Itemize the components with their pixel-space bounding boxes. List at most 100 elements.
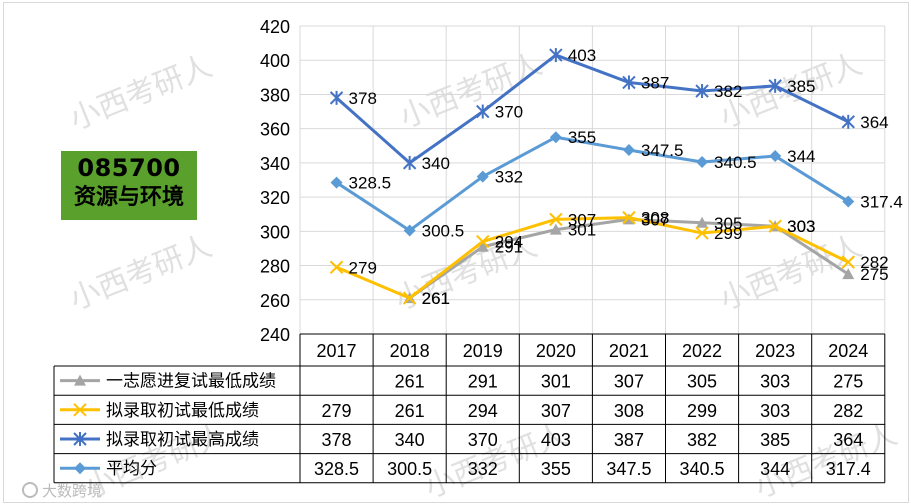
table-cell: 370 [468,430,498,450]
point-marker [842,195,855,208]
y-tick-label: 280 [260,257,290,277]
series-3 [330,131,855,237]
data-label: 307 [568,210,596,229]
series-2 [329,48,855,170]
table-cell: 275 [833,372,863,392]
point-marker [329,90,344,105]
table-cell: 307 [614,372,644,392]
data-label: 340.5 [714,153,757,172]
table-cell: 303 [760,401,790,421]
table-cell: 332 [468,459,498,479]
table-cell: 317.4 [826,459,871,479]
data-label: 261 [422,289,450,308]
point-marker [476,104,490,119]
data-label: 305 [714,214,742,233]
table-cell: 340 [395,430,425,450]
table-cell: 328.5 [314,459,359,479]
table-cell: 378 [322,430,352,450]
watermark-text: 小西考研人 [65,49,217,138]
series-line [335,135,850,232]
marker-stroke [476,234,490,249]
x-tick-label: 2019 [463,341,503,361]
point-marker [842,268,855,280]
data-label: 370 [495,103,523,122]
point-marker [329,260,344,274]
table-cell: 294 [468,401,498,421]
x-tick-label: 2018 [390,341,430,361]
data-label: 385 [787,77,815,96]
legend-label: 一志愿进复试最低成绩 [106,372,276,391]
y-tick-label: 380 [260,85,290,105]
data-label: 387 [641,73,669,92]
y-tick-label: 300 [260,222,290,242]
x-tick-label: 2024 [828,341,868,361]
table-cell: 385 [760,430,790,450]
data-label: 308 [641,209,669,228]
table-cell: 403 [541,430,571,450]
data-label: 328.5 [349,174,392,193]
data-label: 403 [568,46,596,65]
data-label: 347.5 [641,141,684,160]
data-label: 355 [568,128,596,147]
table-cell: 308 [614,401,644,421]
table-cell: 261 [395,401,425,421]
point-marker [74,374,86,386]
y-tick-label: 240 [260,325,290,345]
table-cell: 382 [687,430,717,450]
data-label: 294 [495,233,523,252]
table-cell: 307 [541,401,571,421]
point-marker [695,84,709,99]
point-marker [841,255,855,269]
x-tick-label: 2020 [536,341,576,361]
table-cell: 347.5 [606,459,651,479]
point-marker [696,216,709,228]
marker-stroke [329,260,344,274]
data-label: 332 [495,168,523,187]
table-cell: 387 [614,430,644,450]
table-cell: 282 [833,401,863,421]
major-name: 资源与环境 [73,185,184,210]
marker-stroke [768,219,782,233]
data-label: 317.4 [860,193,903,212]
point-marker [769,150,782,163]
data-label: 303 [787,217,815,236]
point-marker [549,48,563,63]
marker-stroke [622,210,636,225]
y-tick-label: 340 [260,154,290,174]
table-cell: 344 [760,459,790,479]
data-label: 307 [641,210,669,229]
point-marker [696,156,709,169]
point-marker [768,78,782,93]
table-cell: 299 [687,401,717,421]
point-marker [476,234,490,249]
logo-icon [22,482,38,498]
data-label: 301 [568,221,596,240]
table-cell: 279 [322,401,352,421]
point-marker [476,170,489,183]
series-1 [329,210,855,305]
point-marker [402,155,417,170]
table-cell: 340.5 [680,459,725,479]
data-label: 299 [714,224,742,243]
legend-label: 拟录取初试最低成绩 [106,401,259,420]
data-label: 378 [349,89,377,108]
data-label: 344 [787,147,815,166]
point-marker [841,114,855,129]
table-cell: 301 [541,372,571,392]
table-cell: 300.5 [387,459,432,479]
point-marker [622,144,635,157]
point-marker [403,224,416,237]
data-label: 282 [860,253,888,272]
x-tick-label: 2022 [682,341,722,361]
y-tick-label: 320 [260,188,290,208]
y-tick-label: 360 [260,120,290,140]
point-marker [695,226,709,240]
point-marker [73,432,87,446]
point-marker [549,212,563,227]
marker-stroke [695,226,709,240]
y-tick-label: 420 [260,17,290,37]
table-cell: 355 [541,459,571,479]
table-cell: 303 [760,372,790,392]
